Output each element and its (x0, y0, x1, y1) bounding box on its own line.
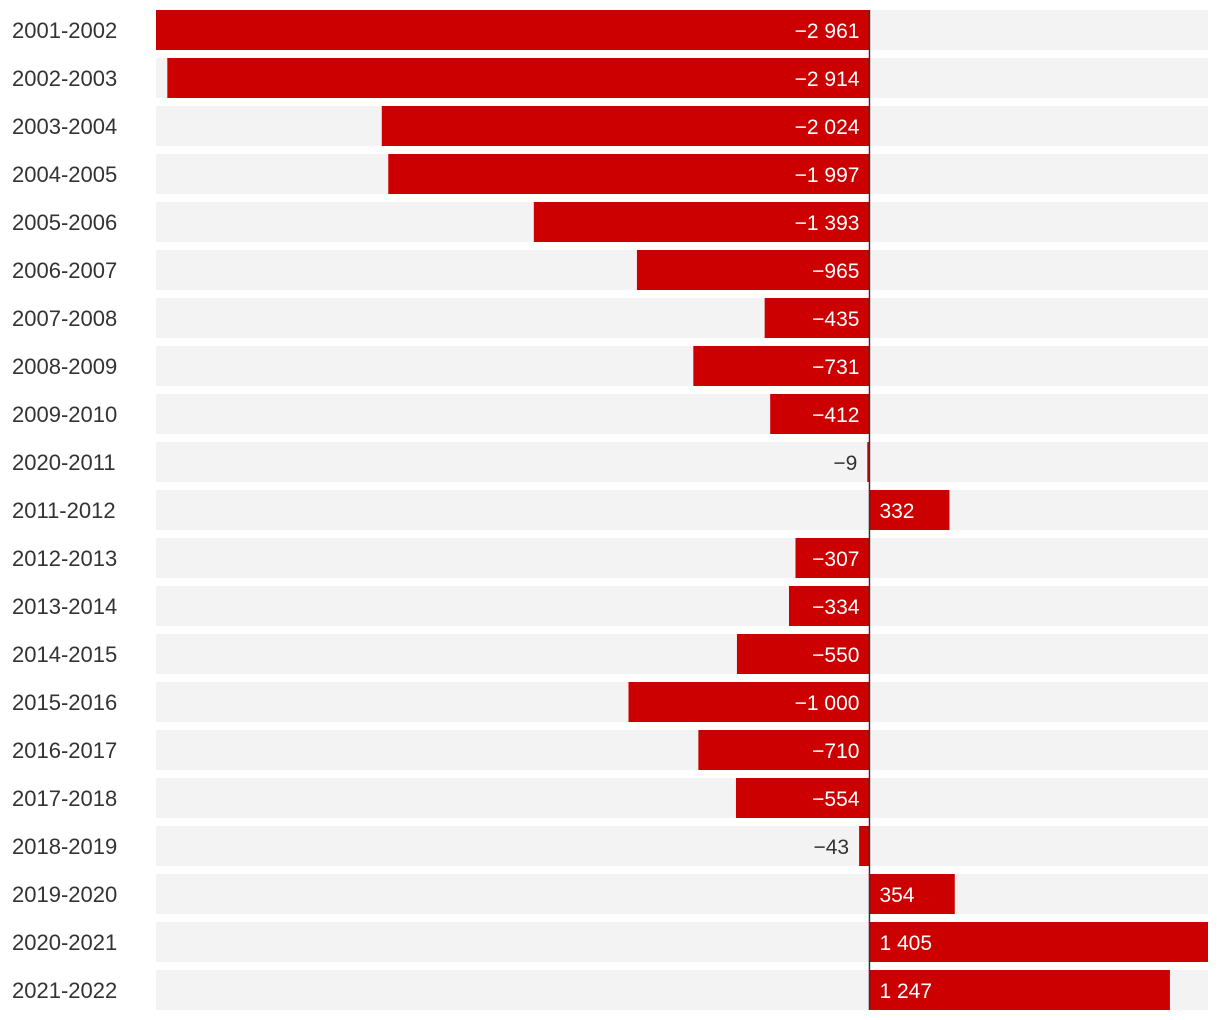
value-label: −1 997 (795, 164, 860, 187)
value-label: −2 024 (795, 116, 860, 139)
bar (167, 58, 870, 98)
bar (533, 202, 870, 242)
bar-track (156, 634, 1208, 674)
value-label: −43 (813, 836, 849, 859)
value-label: −2 914 (795, 68, 860, 91)
category-label: 2015-2016 (12, 690, 117, 715)
value-label: 1 247 (879, 980, 932, 1003)
category-label: 2014-2015 (12, 642, 117, 667)
value-label: −1 000 (795, 692, 860, 715)
category-label: 2018-2019 (12, 834, 117, 859)
bar (698, 730, 870, 770)
value-label: −731 (812, 356, 859, 379)
category-label: 2011-2012 (12, 498, 116, 523)
category-label: 2008-2009 (12, 354, 117, 379)
category-label: 2019-2020 (12, 882, 117, 907)
category-label: 2020-2011 (12, 450, 116, 475)
bar (628, 682, 870, 722)
bar-track (156, 778, 1208, 818)
bar (693, 346, 870, 386)
bar (859, 826, 870, 866)
category-label: 2005-2006 (12, 210, 117, 235)
bar (381, 106, 870, 146)
bar (795, 538, 870, 578)
bar (869, 874, 955, 914)
value-label: −2 961 (795, 20, 860, 43)
value-label: 1 405 (879, 932, 932, 955)
value-label: −9 (833, 452, 857, 475)
category-label: 2017-2018 (12, 786, 117, 811)
category-label: 2002-2003 (12, 66, 117, 91)
category-label: 2012-2013 (12, 546, 117, 571)
category-label: 2001-2002 (12, 18, 117, 43)
bar (869, 922, 1208, 962)
bar-track (156, 874, 1208, 914)
bar (869, 970, 1170, 1010)
bar (788, 586, 870, 626)
value-label: 354 (879, 884, 914, 907)
bar-track (156, 826, 1208, 866)
bar (869, 490, 950, 530)
bar (735, 778, 870, 818)
value-label: −554 (812, 788, 860, 811)
value-label: −710 (812, 740, 859, 763)
bar (764, 298, 870, 338)
category-label: 2007-2008 (12, 306, 117, 331)
bar-track (156, 394, 1208, 434)
bar (770, 394, 870, 434)
bar (388, 154, 870, 194)
bar-track (156, 298, 1208, 338)
category-label: 2013-2014 (12, 594, 117, 619)
bar-track (156, 490, 1208, 530)
value-label: −307 (812, 548, 859, 571)
category-label: 2021-2022 (12, 978, 117, 1003)
value-label: −435 (812, 308, 859, 331)
category-label: 2003-2004 (12, 114, 117, 139)
value-label: 332 (879, 500, 914, 523)
category-label: 2020-2021 (12, 930, 117, 955)
bar (867, 442, 870, 482)
bar-track (156, 730, 1208, 770)
bar (736, 634, 870, 674)
bar-track (156, 538, 1208, 578)
category-label: 2009-2010 (12, 402, 117, 427)
bar (156, 10, 870, 50)
value-label: −334 (812, 596, 860, 619)
bar (636, 250, 870, 290)
value-label: −965 (812, 260, 859, 283)
bar-track (156, 586, 1208, 626)
value-label: −1 393 (795, 212, 860, 235)
value-label: −412 (812, 404, 859, 427)
bar-track (156, 442, 1208, 482)
category-label: 2004-2005 (12, 162, 117, 187)
category-label: 2016-2017 (12, 738, 117, 763)
category-label: 2006-2007 (12, 258, 117, 283)
value-label: −550 (812, 644, 859, 667)
bar-track (156, 346, 1208, 386)
